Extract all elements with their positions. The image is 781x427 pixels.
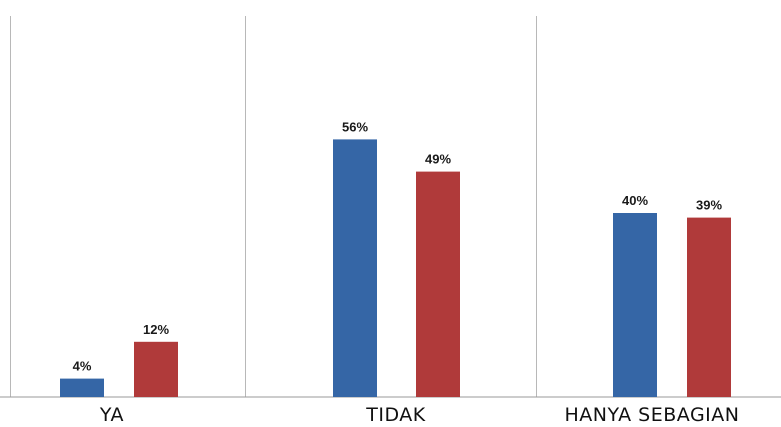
category-tick-label: TIDAK [365, 404, 426, 426]
category-separators [10, 16, 537, 397]
data-label: 12% [143, 322, 169, 337]
bar [613, 213, 657, 397]
data-label: 40% [622, 193, 648, 208]
bar [134, 341, 178, 397]
bar [60, 378, 104, 397]
bar [333, 139, 377, 397]
data-labels-group: 4% 12% 56% 49% 40% 39% [73, 119, 723, 373]
category-labels-group: YA TIDAK HANYA SEBAGIAN [99, 404, 740, 426]
data-label: 4% [73, 359, 92, 374]
bars-group [60, 139, 731, 397]
bar [687, 217, 731, 397]
data-label: 56% [342, 119, 368, 134]
bar [416, 171, 460, 397]
category-tick-label: HANYA SEBAGIAN [565, 404, 740, 426]
data-label: 49% [425, 152, 451, 167]
data-label: 39% [696, 198, 722, 213]
category-tick-label: YA [99, 404, 124, 426]
